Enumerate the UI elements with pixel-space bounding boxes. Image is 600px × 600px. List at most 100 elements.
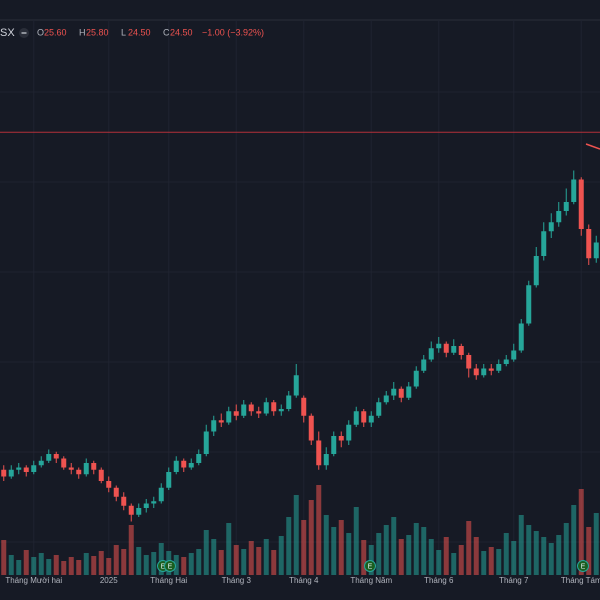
volume-bar bbox=[121, 549, 127, 575]
volume-bar bbox=[38, 553, 44, 575]
volume-bar bbox=[76, 560, 82, 575]
volume-bar bbox=[376, 533, 382, 575]
candle-body bbox=[53, 454, 59, 459]
candle-body bbox=[61, 458, 67, 468]
event-badge[interactable]: E bbox=[164, 560, 176, 572]
volume-bar bbox=[256, 547, 262, 575]
x-tick-label: Tháng 6 bbox=[424, 576, 454, 585]
candle-body bbox=[301, 397, 307, 416]
candle-body bbox=[503, 359, 509, 364]
volume-bar bbox=[113, 545, 119, 575]
volume-bar bbox=[128, 525, 134, 575]
candle-body bbox=[548, 222, 554, 232]
drawing-line[interactable] bbox=[585, 143, 600, 150]
volume-bar bbox=[541, 537, 547, 575]
ohlc-label: L bbox=[121, 27, 126, 37]
event-badge[interactable]: E bbox=[364, 560, 376, 572]
volume-bar bbox=[421, 527, 427, 575]
event-label: E bbox=[581, 563, 586, 570]
candle-body bbox=[466, 355, 472, 369]
volume-bar bbox=[346, 533, 352, 575]
candle-body bbox=[211, 420, 217, 432]
h-grid bbox=[0, 91, 600, 543]
candle-body bbox=[488, 368, 494, 371]
volume-bar bbox=[248, 541, 254, 575]
volume-bar bbox=[586, 527, 592, 575]
candle-body bbox=[383, 395, 389, 403]
volume-bar bbox=[353, 507, 359, 575]
candle-body bbox=[83, 463, 89, 475]
volume-bar bbox=[503, 533, 509, 575]
candle-body bbox=[436, 343, 442, 349]
candle-body bbox=[593, 242, 599, 259]
volume-bar bbox=[361, 540, 367, 575]
candle-body bbox=[181, 460, 187, 468]
volume-bar bbox=[481, 551, 487, 575]
volume-bar bbox=[241, 549, 247, 575]
volume-bar bbox=[368, 545, 374, 575]
candle-body bbox=[136, 508, 142, 515]
candle-body bbox=[226, 411, 232, 423]
candle-body bbox=[421, 359, 427, 371]
candle-body bbox=[526, 285, 532, 324]
volume-bar bbox=[293, 495, 299, 575]
volume-bar bbox=[473, 537, 479, 575]
candle-body bbox=[398, 388, 404, 398]
volume-bar bbox=[496, 549, 502, 575]
candle-body bbox=[323, 454, 329, 466]
candle-body bbox=[308, 415, 314, 441]
volume-bar bbox=[466, 521, 472, 575]
volume-bar bbox=[226, 523, 232, 575]
ohlc-change: −1.00 (−3.92%) bbox=[202, 27, 264, 37]
volume-bar bbox=[61, 561, 67, 575]
candle-body bbox=[38, 460, 44, 466]
volume-bar bbox=[263, 539, 269, 575]
candle-body bbox=[143, 503, 149, 508]
x-tick-label: Tháng 3 bbox=[222, 576, 252, 585]
volume-bar bbox=[143, 555, 149, 575]
volume-bar bbox=[271, 550, 277, 575]
candle-body bbox=[541, 231, 547, 256]
candle-body bbox=[496, 364, 502, 371]
event-circle bbox=[164, 560, 176, 572]
volume-bar bbox=[338, 520, 344, 575]
ohlc-label: H bbox=[79, 27, 86, 37]
x-tick-label: Tháng Năm bbox=[350, 576, 392, 585]
candle-body bbox=[533, 256, 539, 286]
volume-bar bbox=[548, 543, 554, 575]
volume-bar bbox=[436, 550, 442, 575]
candle-body bbox=[443, 343, 449, 353]
volume-bar bbox=[91, 556, 97, 575]
candle-body bbox=[241, 404, 247, 416]
ohlc-label: C bbox=[163, 27, 170, 37]
volume-bar bbox=[571, 505, 577, 575]
volume-bar bbox=[68, 557, 74, 575]
volume-bar bbox=[8, 555, 14, 575]
candle-body bbox=[376, 402, 382, 416]
volume-bar bbox=[211, 539, 217, 575]
candle-body bbox=[233, 411, 239, 416]
candle-body bbox=[1, 469, 7, 477]
volume-bar bbox=[593, 513, 599, 575]
candle-body bbox=[151, 501, 157, 504]
candle-body bbox=[391, 388, 397, 396]
candle-body bbox=[8, 469, 14, 477]
volume-bar bbox=[286, 517, 292, 575]
candle-body bbox=[188, 463, 194, 468]
x-tick-label: Tháng Mười hai bbox=[5, 576, 62, 585]
volume-bar bbox=[451, 553, 457, 575]
candle-body bbox=[293, 375, 299, 396]
candle-body bbox=[338, 436, 344, 441]
volume-bar bbox=[323, 515, 329, 575]
volume-bar bbox=[203, 530, 209, 575]
candle-body bbox=[278, 409, 284, 412]
x-tick-label: Tháng 7 bbox=[499, 576, 529, 585]
candle-body bbox=[451, 346, 457, 353]
candle-body bbox=[316, 440, 322, 466]
candle-body bbox=[121, 496, 127, 506]
candle-body bbox=[458, 346, 464, 355]
candle-body bbox=[511, 350, 517, 360]
event-badge[interactable]: E bbox=[577, 560, 589, 572]
candle-body bbox=[256, 411, 262, 414]
